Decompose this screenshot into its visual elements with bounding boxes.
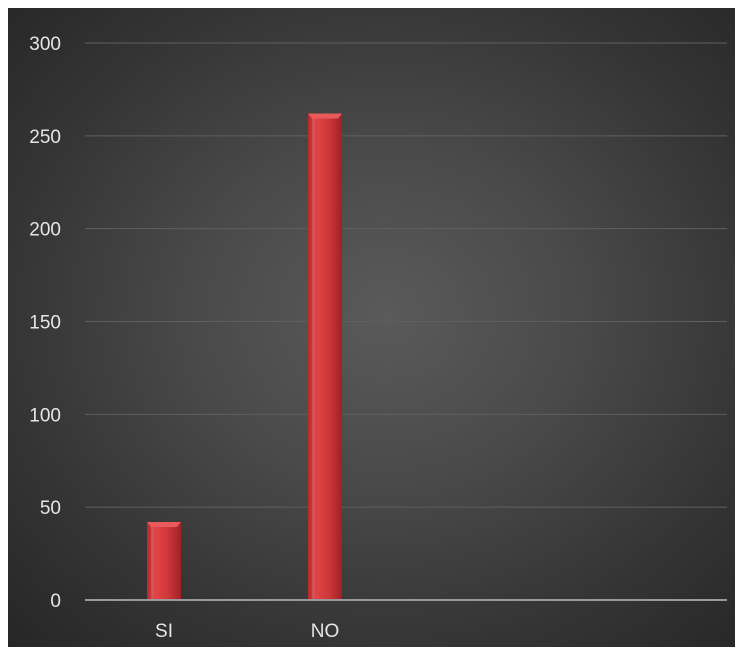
- bar: [308, 113, 342, 600]
- bar-chart: 0 50 100 150 200 250 300 SI NO: [29, 34, 727, 642]
- y-tick-label: 50: [40, 498, 61, 519]
- bar-highlight: [151, 527, 154, 600]
- y-axis-ticks: 0 50 100 150 200 250 300: [29, 34, 61, 612]
- bar: [147, 522, 181, 600]
- bar-si: [147, 522, 181, 600]
- y-tick-label: 200: [29, 220, 61, 241]
- y-tick-label: 0: [50, 591, 61, 612]
- y-tick-label: 300: [29, 34, 61, 55]
- bar-no: [308, 113, 342, 600]
- gridlines: [85, 42, 727, 508]
- x-category-label: NO: [311, 621, 340, 642]
- y-tick-label: 100: [29, 405, 61, 426]
- x-axis-categories: SI NO: [155, 621, 339, 642]
- bar-highlight: [312, 118, 315, 600]
- bar-bevel: [308, 113, 342, 119]
- y-tick-label: 150: [29, 313, 61, 334]
- y-tick-label: 250: [29, 127, 61, 148]
- bars: [147, 113, 342, 600]
- x-category-label: SI: [155, 621, 173, 642]
- bar-bevel: [147, 522, 181, 528]
- chart-area: 0 50 100 150 200 250 300 SI NO: [8, 8, 735, 647]
